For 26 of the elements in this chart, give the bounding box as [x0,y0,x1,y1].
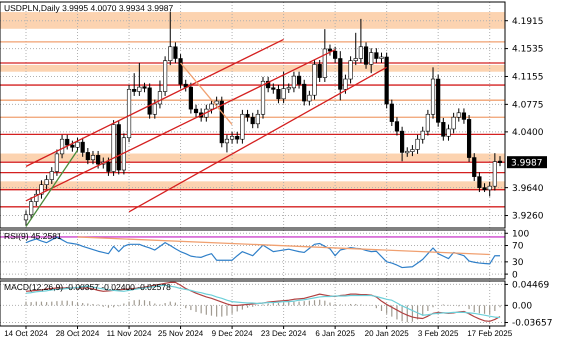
y-tick-label: 0 [512,270,518,280]
y-tick-label: 4.1915 [512,16,544,27]
x-tick-label: 3 Feb 2025 [418,329,459,338]
x-tick-label: 23 Dec 2024 [260,329,307,338]
y-tick-label: 100 [512,229,530,240]
y-tick-label: 4.0775 [512,100,544,111]
y-tick-label: 4.1155 [512,72,544,83]
y-tick-label: 4.0400 [512,128,544,138]
ref-line-label: 3.9987 [511,158,542,168]
y-tick-label: 3.9640 [512,184,544,194]
y-tick-label: 3.9260 [512,212,544,222]
y-tick-label: 0.04469 [512,280,550,291]
x-tick-label: 25 Nov 2024 [158,329,204,338]
y-tick-label: 0.00 [512,302,532,312]
y-tick-label: 30 [512,258,524,268]
x-tick-label: 17 Feb 2025 [467,329,513,338]
x-tick-label: 20 Jan 2025 [364,329,410,338]
x-tick-label: 6 Jan 2025 [315,329,356,338]
x-tick-label: 28 Oct 2024 [56,329,100,338]
x-tick-label: 9 Dec 2024 [212,329,254,338]
y-tick-label: 70 [512,242,524,252]
y-tick-label: 4.1535 [512,44,544,55]
x-tick-label: 11 Nov 2024 [106,329,152,338]
y-tick-label: -0.03657 [512,318,552,329]
chart-title: USDPLN,Daily 3.9995 4.0070 3.9934 3.9987 [4,3,174,13]
x-tick-label: 14 Oct 2024 [4,329,48,338]
